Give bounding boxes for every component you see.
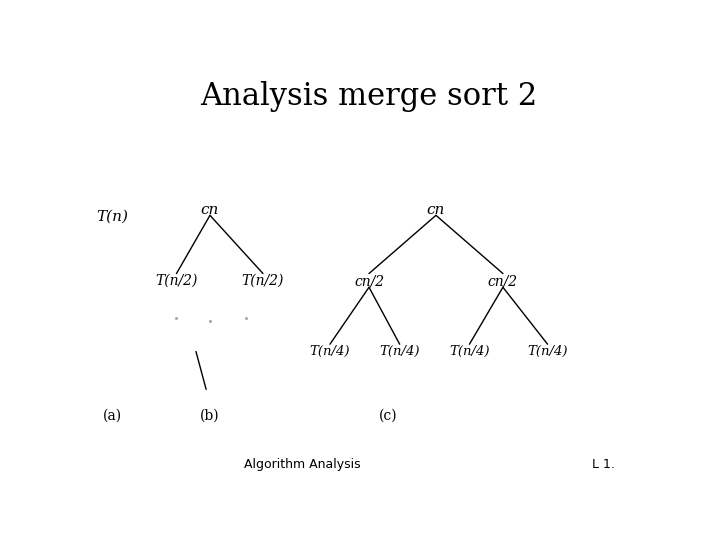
Text: cn/2: cn/2 — [488, 274, 518, 288]
Text: Analysis merge sort 2: Analysis merge sort 2 — [200, 82, 538, 112]
Text: Algorithm Analysis: Algorithm Analysis — [244, 458, 360, 471]
Text: T(n/4): T(n/4) — [527, 345, 568, 358]
Text: T(n): T(n) — [96, 210, 128, 224]
Text: (c): (c) — [379, 409, 398, 423]
Text: cn: cn — [201, 204, 219, 217]
Text: (b): (b) — [200, 409, 220, 423]
Text: cn/2: cn/2 — [354, 274, 384, 288]
Text: (a): (a) — [103, 409, 122, 423]
Text: T(n/4): T(n/4) — [310, 345, 350, 358]
Text: cn: cn — [427, 204, 445, 217]
Text: T(n/4): T(n/4) — [379, 345, 420, 358]
Text: T(n/2): T(n/2) — [242, 274, 284, 288]
Text: T(n/4): T(n/4) — [449, 345, 490, 358]
Text: T(n/2): T(n/2) — [156, 274, 198, 288]
Text: L 1.: L 1. — [592, 458, 615, 471]
